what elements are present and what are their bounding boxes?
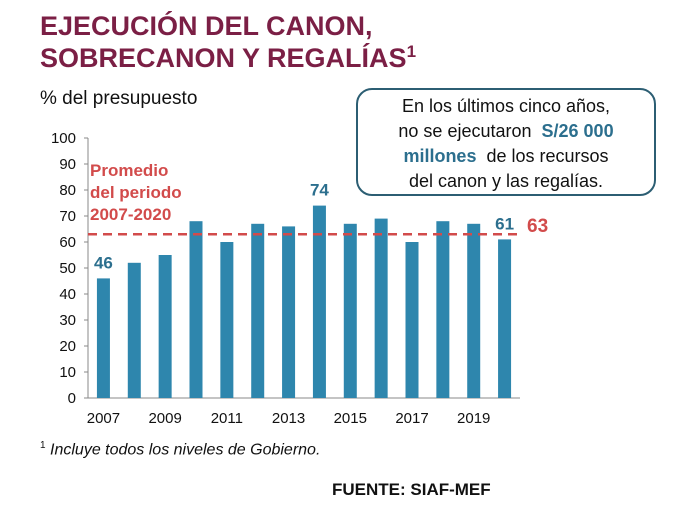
average-label-line-2: del periodo	[90, 183, 182, 202]
title-line-2: SOBRECANON Y REGALÍAS1	[40, 42, 416, 74]
bar-2017	[405, 242, 419, 398]
y-tick-label: 60	[59, 234, 76, 251]
bar-2008	[127, 262, 141, 398]
data-label-2014: 74	[310, 181, 329, 200]
callout-line-3: millones de los recursos	[358, 144, 654, 169]
bar-2019	[467, 223, 481, 398]
y-tick-label: 100	[51, 130, 76, 147]
bar-2013	[282, 226, 296, 398]
average-value-label: 63	[527, 216, 548, 237]
title-line-1: EJECUCIÓN DEL CANON,	[40, 11, 373, 41]
bar-2010	[189, 221, 203, 398]
x-tick-label: 2015	[334, 410, 367, 427]
bar-2015	[343, 223, 357, 398]
y-tick-label: 10	[59, 364, 76, 381]
y-tick-label: 30	[59, 312, 76, 329]
callout-line-2-prefix: no se ejecutaron	[398, 121, 532, 141]
data-label-2020: 61	[495, 214, 514, 233]
bar-2014	[312, 205, 326, 398]
callout-line-3-suffix: de los recursos	[486, 146, 609, 166]
bar-2012	[251, 223, 265, 398]
x-tick-label: 2007	[87, 410, 120, 427]
average-label-line-3: 2007-2020	[90, 205, 171, 224]
x-tick-label: 2011	[211, 410, 243, 427]
x-tick-label: 2017	[395, 410, 428, 427]
source-note: FUENTE: SIAF-MEF	[332, 480, 491, 499]
bar-2020	[498, 239, 512, 398]
average-label-line-1: Promedio	[90, 161, 168, 180]
y-tick-label: 40	[59, 286, 76, 303]
bar-2007	[96, 278, 110, 398]
callout-line-2: no se ejecutaron S/26 000	[358, 119, 654, 144]
callout-box: En los últimos cinco años, no se ejecuta…	[356, 88, 656, 196]
y-tick-label: 0	[68, 390, 76, 407]
bar-2011	[220, 242, 234, 398]
x-tick-label: 2013	[272, 410, 305, 427]
page-title: EJECUCIÓN DEL CANON, SOBRECANON Y REGALÍ…	[40, 10, 416, 74]
y-tick-label: 20	[59, 338, 76, 355]
title-line-2-text: SOBRECANON Y REGALÍAS	[40, 43, 407, 73]
footnote-text: Incluye todos los niveles de Gobierno.	[50, 441, 321, 459]
callout-highlight-unit: millones	[403, 146, 477, 166]
y-tick-label: 70	[59, 208, 76, 225]
y-tick-label: 80	[59, 182, 76, 199]
bar-2009	[158, 255, 172, 398]
x-tick-label: 2019	[457, 410, 490, 427]
bar-2018	[436, 221, 450, 398]
title-footnote-marker: 1	[406, 42, 417, 61]
callout-line-4: del canon y las regalías.	[408, 171, 604, 191]
x-tick-label: 2009	[148, 410, 181, 427]
footnote-marker: 1	[40, 440, 46, 451]
callout-highlight-amount: S/26 000	[541, 121, 614, 141]
footnote: 1 Incluye todos los niveles de Gobierno.	[40, 440, 320, 459]
data-label-2007: 46	[94, 253, 113, 272]
bar-2016	[374, 218, 388, 398]
y-tick-label: 90	[59, 156, 76, 173]
chart-subtitle: % del presupuesto	[40, 88, 198, 109]
callout-line-1: En los últimos cinco años,	[401, 96, 611, 116]
y-tick-label: 50	[59, 260, 76, 277]
